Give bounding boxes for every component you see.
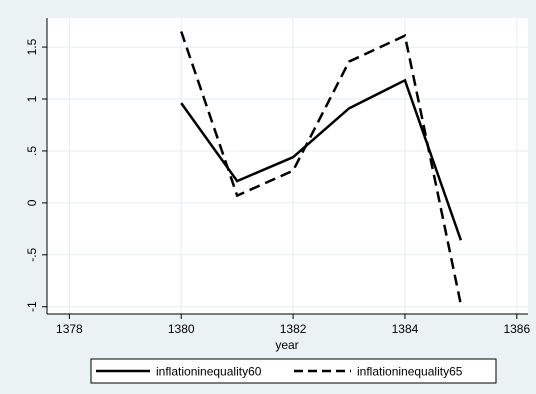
x-ticks: 1378 1380 1382 1384 1386 (56, 314, 530, 336)
x-tick-label: 1386 (503, 322, 530, 336)
y-tick-label: .5 (25, 146, 39, 156)
legend-box (90, 358, 497, 384)
series (180, 31, 463, 305)
y-tick-label: 0 (25, 199, 39, 206)
legend: inflationinequality60 inflationinequalit… (90, 358, 497, 384)
y-tick-label: 1.5 (25, 38, 39, 55)
x-tick-label: 1382 (280, 322, 307, 336)
x-tick-label: 1384 (392, 322, 419, 336)
x-axis-title: year (275, 338, 298, 352)
y-tick-label: -.5 (25, 247, 39, 261)
y-tick-label: 1 (25, 95, 39, 102)
grid (47, 18, 528, 314)
y-tick-label: -1 (25, 301, 39, 312)
axes (46, 18, 528, 315)
legend-label-series-2: inflationinequality65 (357, 365, 463, 379)
series-line-2 (180, 31, 463, 305)
plot-area (47, 18, 528, 314)
x-tick-label: 1378 (56, 322, 83, 336)
x-tick-label: 1380 (168, 322, 195, 336)
legend-label-series-1: inflationinequality60 (156, 365, 262, 379)
y-ticks: -1 -.5 0 .5 1 1.5 (25, 38, 47, 312)
